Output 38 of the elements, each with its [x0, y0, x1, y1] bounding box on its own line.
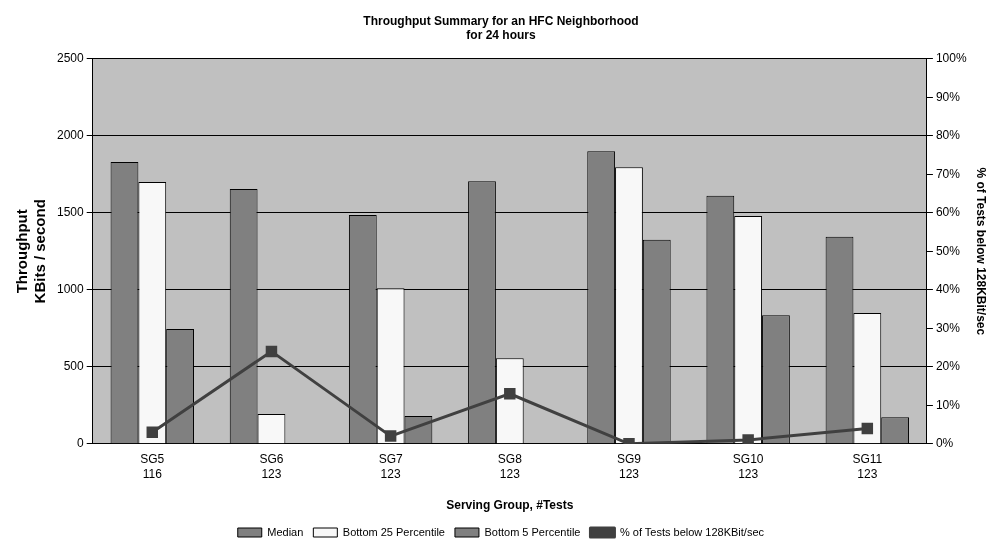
x-tick-label: SG9 123: [616, 452, 642, 481]
x-tick-label: SG6 123: [259, 452, 284, 481]
x-tick-label: SG7 123: [378, 452, 403, 481]
legend-label: Median: [267, 525, 304, 538]
y2-tick-label: 100%: [935, 51, 967, 66]
x-tick-label: SG11 123: [852, 452, 883, 481]
x-tick-label: SG10 123: [732, 452, 764, 481]
y-tick-label: 2500: [56, 51, 85, 66]
chart-title: Throughput Summary for an HFC Neighborhood for 24 hours: [363, 13, 639, 42]
point: [742, 434, 754, 444]
y2-tick-label: 60%: [935, 205, 961, 220]
point: [384, 430, 397, 442]
y-tick-label: 1500: [56, 205, 85, 220]
y2-tick-label: 90%: [935, 89, 961, 104]
point: [504, 388, 516, 400]
x-tick-label: SG5 116: [140, 452, 165, 481]
y2-tick-label: 10%: [935, 397, 961, 412]
point: [861, 422, 874, 435]
legend-label: Bottom 5 Percentile: [484, 525, 581, 538]
y2-tick-label: 30%: [935, 320, 961, 335]
y-tick-label: 0: [77, 436, 85, 451]
y2-tick-label: 20%: [935, 359, 961, 374]
y-tick-label: 500: [63, 359, 85, 374]
x-tick-label: SG8 123: [497, 452, 523, 481]
y2-tick-label: 70%: [935, 166, 961, 181]
legend-label: % of Tests below 128KBit/sec: [619, 525, 765, 538]
y2-tick-label: 0%: [935, 436, 954, 451]
y2-tick-label: 40%: [935, 282, 961, 297]
y2-tick-label: 50%: [935, 243, 961, 258]
y-axis-title: Throughput KBits / second: [13, 199, 49, 304]
point: [265, 345, 278, 358]
x-axis-title: Serving Group, #Tests: [446, 498, 574, 513]
point: [146, 426, 159, 438]
legend-label: Bottom 25 Percentile: [342, 525, 445, 538]
y2-axis-title: % of Tests below 128KBit/sec: [974, 167, 989, 336]
y-tick-label: 1000: [56, 282, 85, 297]
y-tick-label: 2000: [56, 128, 85, 143]
y2-tick-label: 80%: [935, 128, 961, 143]
